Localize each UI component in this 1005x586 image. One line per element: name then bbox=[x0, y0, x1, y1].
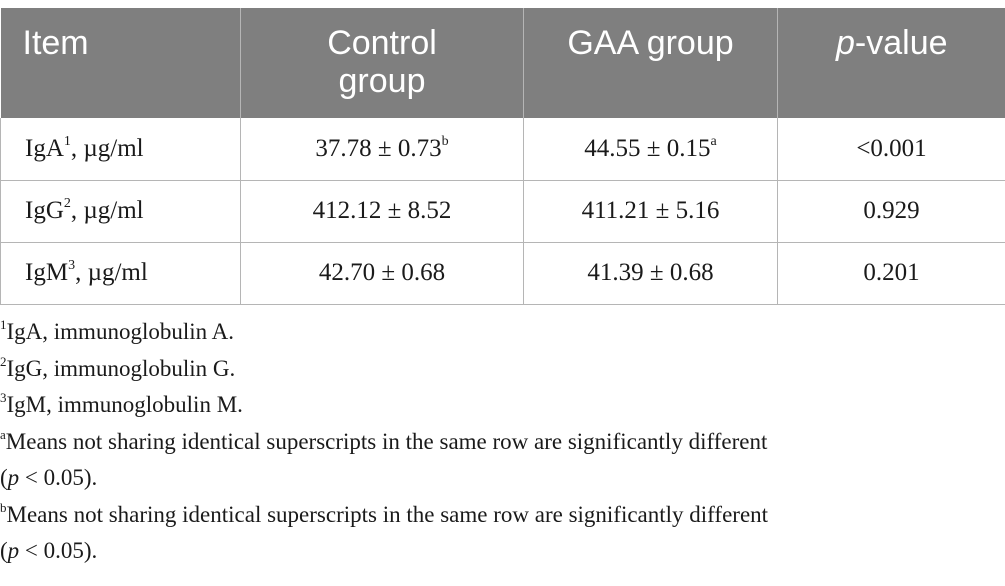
footnote-superscript-a: aMeans not sharing identical superscript… bbox=[0, 426, 768, 491]
cell-control: 412.12 ± 8.52 bbox=[240, 180, 524, 243]
table-row: IgA1, µg/ml 37.78 ± 0.73b 44.55 ± 0.15a … bbox=[0, 118, 1005, 181]
cell-p-value: 0.201 bbox=[777, 242, 1005, 305]
immunoglobulin-table: Item Control group GAA group p-value IgA1… bbox=[0, 8, 1005, 305]
header-p-value: p-value bbox=[777, 8, 1005, 118]
table-row: IgG2, µg/ml 412.12 ± 8.52 411.21 ± 5.16 … bbox=[0, 180, 1005, 243]
cell-gaa: 411.21 ± 5.16 bbox=[523, 180, 778, 243]
cell-item: IgA1, µg/ml bbox=[0, 118, 241, 181]
footnote-iga: 1IgA, immunoglobulin A. bbox=[0, 317, 234, 344]
cell-gaa: 41.39 ± 0.68 bbox=[523, 242, 778, 305]
footnote-igm: 3IgM, immunoglobulin M. bbox=[0, 390, 243, 417]
table-footnotes: 1IgA, immunoglobulin A. 2IgG, immunoglob… bbox=[0, 314, 1005, 570]
cell-control: 37.78 ± 0.73b bbox=[240, 118, 524, 181]
footnote-igg: 2IgG, immunoglobulin G. bbox=[0, 353, 236, 381]
cell-item: IgG2, µg/ml bbox=[0, 180, 241, 243]
header-control-group: Control group bbox=[240, 8, 524, 118]
header-gaa-group: GAA group bbox=[523, 8, 778, 118]
cell-p-value: 0.929 bbox=[777, 180, 1005, 243]
cell-gaa: 44.55 ± 0.15a bbox=[523, 118, 778, 181]
table-header-row: Item Control group GAA group p-value bbox=[0, 8, 1005, 118]
cell-p-value: <0.001 bbox=[777, 118, 1005, 181]
cell-control: 42.70 ± 0.68 bbox=[240, 242, 524, 305]
cell-item: IgM3, µg/ml bbox=[0, 242, 241, 305]
table-row: IgM3, µg/ml 42.70 ± 0.68 41.39 ± 0.68 0.… bbox=[0, 242, 1005, 305]
header-item: Item bbox=[0, 8, 241, 118]
footnote-superscript-b: bMeans not sharing identical superscript… bbox=[0, 499, 769, 564]
data-table-container: Item Control group GAA group p-value IgA1… bbox=[0, 8, 1005, 305]
